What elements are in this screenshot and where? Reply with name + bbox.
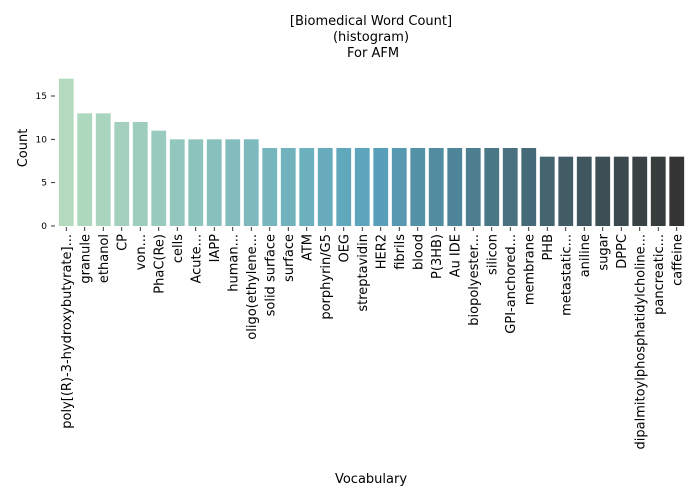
x-tick-label: fibrils	[393, 234, 408, 270]
x-tick-label: poly[(R)-3-hydroxybutyrate]...	[60, 234, 75, 429]
bar	[151, 130, 167, 226]
x-tick-label: von...	[134, 234, 149, 270]
bar	[632, 156, 648, 226]
bar	[410, 148, 426, 226]
x-tick-label: metastatic...	[559, 234, 574, 316]
x-tick-label: CP	[115, 234, 130, 251]
x-tick-label: cells	[171, 234, 186, 263]
x-tick-label: ethanol	[97, 234, 112, 283]
x-axis-label: Vocabulary	[335, 472, 407, 487]
bar	[595, 156, 611, 226]
bar	[502, 148, 518, 226]
x-tick-label: ATM	[300, 234, 315, 261]
bar	[58, 78, 74, 227]
plot-area: 0 5 10 15 poly[(R)-3-hydroxybutyrate]... gran…	[36, 78, 685, 449]
chart-title-line-2: (histogram)	[333, 30, 409, 45]
bar	[169, 139, 185, 226]
bar	[354, 148, 370, 226]
y-tick-label: 10	[36, 135, 48, 145]
y-tick-label: 15	[36, 92, 47, 102]
x-tick-label: porphyrin/G5	[319, 234, 334, 320]
bar	[95, 113, 111, 226]
y-axis-label: Count	[16, 129, 31, 168]
x-tick-label: DPPC	[615, 234, 630, 269]
bar	[373, 148, 389, 226]
bar	[428, 148, 444, 226]
x-tick-label: PhaC(Re)	[152, 234, 167, 294]
chart-title-line-1: [Biomedical Word Count]	[290, 14, 452, 29]
x-tick-label: aniline	[578, 234, 593, 277]
x-tick-label: silicon	[485, 234, 500, 275]
bar	[188, 139, 204, 226]
bar	[539, 156, 555, 226]
x-tick-label: dipalmitoylphosphatidylcholine...	[633, 234, 648, 449]
x-tick-label: biopolyester...	[467, 234, 482, 326]
bar	[465, 148, 481, 226]
x-tick-label: solid surface	[263, 234, 278, 316]
bar	[669, 156, 685, 226]
x-tick-label: IAPP	[208, 234, 223, 263]
x-tick-label: HER2	[374, 234, 389, 269]
bar	[613, 156, 629, 226]
x-tick-label: caffeine	[670, 234, 685, 286]
bar	[391, 148, 407, 226]
x-tick-label: streptavidin	[356, 234, 371, 312]
x-tick-label: granule	[78, 234, 93, 284]
bar	[521, 148, 537, 226]
x-tick-label: blood	[411, 234, 426, 270]
chart-title-line-3: For AFM	[343, 46, 399, 61]
bar	[650, 156, 666, 226]
bar	[225, 139, 241, 226]
bar	[299, 148, 315, 226]
x-tick-label: OEG	[337, 234, 352, 263]
bar	[558, 156, 574, 226]
y-tick-label: 0	[41, 222, 47, 232]
bar	[280, 148, 296, 226]
bar	[114, 122, 130, 226]
x-tick-label: pancreatic...	[652, 234, 667, 315]
bar	[262, 148, 278, 226]
bar	[317, 148, 333, 226]
x-tick-label: PHB	[541, 234, 556, 261]
bar	[132, 122, 148, 226]
chart-title: [Biomedical Word Count] (histogram) For …	[290, 14, 452, 61]
x-tick-label: human...	[226, 234, 241, 292]
y-tick-label: 5	[41, 179, 47, 189]
bar	[336, 148, 352, 226]
x-tick-label: oligo(ethylene...	[245, 234, 260, 340]
x-tick-label: P(3HB)	[430, 234, 445, 279]
bar	[206, 139, 222, 226]
bar	[243, 139, 259, 226]
bar	[447, 148, 463, 226]
x-tick-label: membrane	[522, 234, 537, 305]
bar	[576, 156, 592, 226]
x-tick-label: Acute...	[189, 234, 204, 284]
x-tick-label: surface	[282, 234, 297, 282]
x-tick-label: Au IDE	[448, 234, 463, 277]
bar	[77, 113, 93, 226]
x-tick-label: GPI-anchored...	[504, 234, 519, 334]
bar	[484, 148, 500, 226]
x-tick-label: sugar	[596, 233, 611, 270]
